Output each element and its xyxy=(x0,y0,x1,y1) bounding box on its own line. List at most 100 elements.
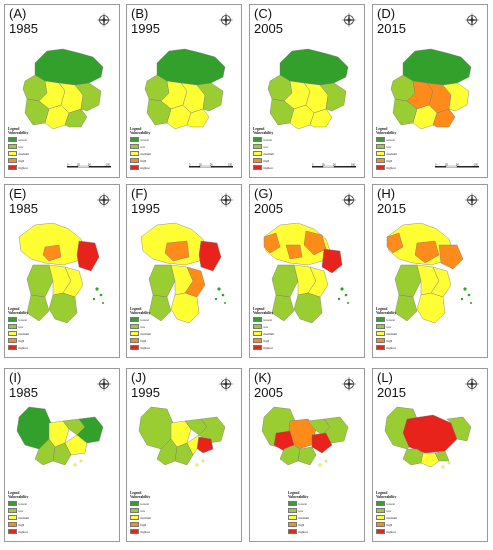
legend-item: lowest xyxy=(130,500,176,507)
legend-item: low xyxy=(288,507,334,514)
legend-title: Legend xyxy=(253,307,265,311)
panel-year: 1985 xyxy=(9,201,38,216)
legend-item-label: medium xyxy=(140,515,151,520)
legend-item-label: lowest xyxy=(18,501,27,506)
legend-item: lowest xyxy=(130,136,176,143)
legend-item: low xyxy=(253,323,299,330)
scale-tick-label: 25 xyxy=(199,164,202,167)
map-panel-l: (L) 2015 Legend Vulnerability lowest low… xyxy=(372,368,488,542)
scale-bar: 0 25 50 100 xyxy=(189,164,233,168)
legend-subtitle: Vulnerability xyxy=(253,131,274,135)
north-arrow-icon xyxy=(218,12,234,28)
legend-item: medium xyxy=(8,150,54,157)
legend-subtitle: Vulnerability xyxy=(376,311,397,315)
legend-item-label: lowest xyxy=(386,317,395,322)
legend-item-label: lowest xyxy=(140,317,149,322)
legend-subtitle: Vulnerability xyxy=(130,495,151,499)
region-map xyxy=(263,222,349,324)
legend-subtitle: Vulnerability xyxy=(288,495,309,499)
panel-year: 1995 xyxy=(131,21,160,36)
legend-item-label: low xyxy=(386,508,392,513)
legend-item-label: low xyxy=(263,324,269,329)
legend-item-label: medium xyxy=(18,515,29,520)
legend-item: highest xyxy=(8,528,54,535)
legend-item-label: low xyxy=(18,324,24,329)
scale-tick-label: 25 xyxy=(445,164,448,167)
legend-item-label: highest xyxy=(386,345,396,350)
legend-item-label: highest xyxy=(140,165,150,170)
panel-year: 2015 xyxy=(377,385,406,400)
legend-item-label: high xyxy=(18,522,25,527)
legend-item-label: highest xyxy=(140,529,150,534)
panel-label: (C) xyxy=(254,6,273,21)
region-map xyxy=(16,406,104,467)
north-arrow-icon xyxy=(464,192,480,208)
legend-item-label: medium xyxy=(140,151,151,156)
legend-item-label: high xyxy=(298,522,305,527)
north-arrow-icon xyxy=(341,192,357,208)
legend-item: lowest xyxy=(376,316,422,323)
legend-item: high xyxy=(130,337,176,344)
legend-item: lowest xyxy=(376,500,422,507)
legend-subtitle: Vulnerability xyxy=(130,311,151,315)
legend: Legend Vulnerability lowest low medium h… xyxy=(288,491,334,535)
map-panel-k: (K) 2005 Legend Vulnerability lowest low… xyxy=(249,368,365,542)
legend-item: low xyxy=(130,323,176,330)
map-panel-f: (F) 1995 Legend Vulnerability lowest low… xyxy=(126,184,242,358)
legend-item-label: low xyxy=(140,144,146,149)
legend-item-label: high xyxy=(263,338,270,343)
legend-item: low xyxy=(8,323,54,330)
map-panel-g: (G) 2005 Legend Vulnerability lowest low… xyxy=(249,184,365,358)
legend-item: medium xyxy=(376,150,422,157)
legend-item: high xyxy=(253,157,299,164)
legend: Legend Vulnerability lowest low medium h… xyxy=(253,307,299,351)
scale-tick-label: 0 xyxy=(312,164,314,167)
legend-item-label: lowest xyxy=(263,317,272,322)
legend-title: Legend xyxy=(8,491,20,495)
legend-title: Legend xyxy=(376,127,388,131)
legend-item-label: highest xyxy=(263,345,273,350)
panel-year: 1985 xyxy=(9,21,38,36)
legend-item-label: lowest xyxy=(263,137,272,142)
legend-item-label: low xyxy=(386,144,392,149)
legend-item-label: medium xyxy=(386,515,397,520)
legend-item: medium xyxy=(253,150,299,157)
legend-title: Legend xyxy=(130,307,142,311)
scale-tick-label: 100 xyxy=(351,164,356,167)
legend: Legend Vulnerability lowest low medium h… xyxy=(8,127,54,171)
scale-tick-label: 0 xyxy=(435,164,437,167)
scale-tick-label: 25 xyxy=(77,164,80,167)
legend-item-label: high xyxy=(386,522,393,527)
scale-bar: 0 25 50 100 xyxy=(435,164,479,168)
north-arrow-icon xyxy=(96,12,112,28)
panel-label: (J) xyxy=(131,370,147,385)
legend-subtitle: Vulnerability xyxy=(8,495,29,499)
panel-label: (K) xyxy=(254,370,272,385)
legend-title: Legend xyxy=(8,307,20,311)
map-panel-i: (I) 1985 Legend Vulnerability lowest low… xyxy=(4,368,120,542)
region-map xyxy=(22,48,104,130)
scale-tick-label: 100 xyxy=(106,164,111,167)
legend-item-label: high xyxy=(140,522,147,527)
legend-item-label: low xyxy=(140,324,146,329)
panel-label: (A) xyxy=(9,6,27,21)
legend-title: Legend xyxy=(130,127,142,131)
legend-item: low xyxy=(376,507,422,514)
north-arrow-icon xyxy=(218,376,234,392)
map-panel-j: (J) 1995 Legend Vulnerability lowest low… xyxy=(126,368,242,542)
legend-item-label: medium xyxy=(263,331,274,336)
panel-label: (F) xyxy=(131,186,148,201)
panel-year: 2015 xyxy=(377,21,406,36)
legend-item: lowest xyxy=(376,136,422,143)
map-panel-a: (A) 1985 Legend Vulnerability lowest low… xyxy=(4,4,120,178)
panel-label: (D) xyxy=(377,6,396,21)
scale-tick-label: 50 xyxy=(333,164,336,167)
panel-year: 2005 xyxy=(254,21,283,36)
region-map xyxy=(384,406,472,469)
scale-bar: 0 25 50 100 xyxy=(67,164,111,168)
legend-item-label: medium xyxy=(386,151,397,156)
panel-year: 1995 xyxy=(131,201,160,216)
legend-title: Legend xyxy=(376,491,388,495)
legend-item: high xyxy=(376,157,422,164)
legend: Legend Vulnerability lowest low medium h… xyxy=(376,491,422,535)
